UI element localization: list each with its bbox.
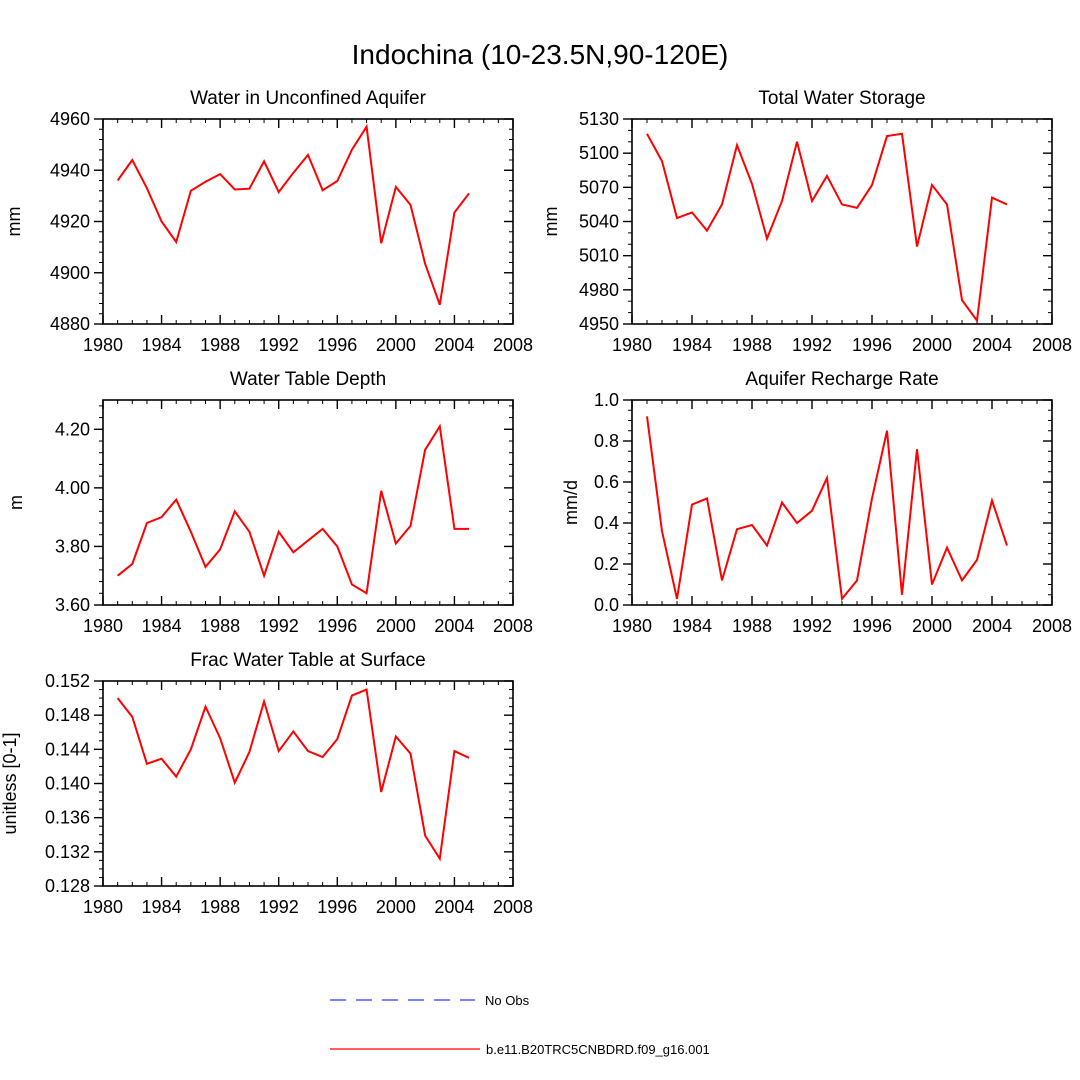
chart-title: Aquifer Recharge Rate xyxy=(745,369,938,390)
figure-title: Indochina (10-23.5N,90-120E) xyxy=(352,39,729,70)
x-tick-label: 1980 xyxy=(83,616,123,636)
series-line xyxy=(646,416,1008,602)
x-tick-label: 1984 xyxy=(142,616,182,636)
y-tick-label: 4.20 xyxy=(55,419,90,439)
y-tick-label: 3.60 xyxy=(55,595,90,615)
x-tick-label: 1992 xyxy=(792,335,832,355)
x-tick-label: 2000 xyxy=(376,616,416,636)
plot-frame xyxy=(102,680,514,887)
x-tick-label: 2008 xyxy=(493,616,533,636)
x-tick-label: 1988 xyxy=(732,616,772,636)
y-tick-label: 4880 xyxy=(50,314,90,334)
x-tick-label: 1996 xyxy=(317,616,357,636)
x-tick-label: 2004 xyxy=(972,616,1012,636)
y-tick-label: 0.136 xyxy=(45,808,90,828)
x-tick-label: 1996 xyxy=(317,897,357,917)
chart-panel-3: Water Table Depth m 1980 1984 1988 1992 1996 20… xyxy=(6,369,533,636)
y-tick-label: 0.8 xyxy=(594,431,619,451)
y-axis-label: mm xyxy=(4,207,24,237)
chart-title: Total Water Storage xyxy=(758,88,925,109)
x-tick-label: 2000 xyxy=(912,616,952,636)
series-line xyxy=(117,423,470,595)
chart-panel-1: Water in Unconfined Aquifer mm 1980 1984 198… xyxy=(4,88,533,355)
y-tick-label: 5130 xyxy=(579,109,619,129)
x-tick-label: 2008 xyxy=(493,335,533,355)
x-tick-label: 1988 xyxy=(200,897,240,917)
y-tick-label: 0.140 xyxy=(45,774,90,794)
x-tick-label: 1992 xyxy=(792,616,832,636)
x-tick-label: 2000 xyxy=(376,335,416,355)
x-tick-label: 2004 xyxy=(434,335,474,355)
y-tick-label: 4960 xyxy=(50,109,90,129)
x-tick-label: 1996 xyxy=(317,335,357,355)
y-tick-label: 0.0 xyxy=(594,595,619,615)
x-tick-label: 1996 xyxy=(852,616,892,636)
y-tick-label: 4900 xyxy=(50,263,90,283)
x-tick-label: 1980 xyxy=(83,335,123,355)
series-line xyxy=(646,132,1008,324)
x-tick-label: 2000 xyxy=(912,335,952,355)
x-tick-label: 1984 xyxy=(142,335,182,355)
plot-frame xyxy=(102,118,514,325)
x-tick-label: 2004 xyxy=(434,897,474,917)
legend-label: No Obs xyxy=(485,993,530,1008)
y-tick-label: 5100 xyxy=(579,143,619,163)
x-tick-label: 1992 xyxy=(259,897,299,917)
legend-label: b.e11.B20TRC5CNBDRD.f09_g16.001 xyxy=(486,1042,710,1057)
x-tick-label: 2004 xyxy=(972,335,1012,355)
chart-panel-4: Aquifer Recharge Rate mm/d 1980 1984 1988 199… xyxy=(561,369,1072,636)
x-tick-label: 1992 xyxy=(259,335,299,355)
x-tick-label: 1988 xyxy=(200,335,240,355)
x-tick-label: 1996 xyxy=(852,335,892,355)
chart-title: Water Table Depth xyxy=(230,369,386,390)
y-tick-label: 0.2 xyxy=(594,554,619,574)
y-tick-label: 3.80 xyxy=(55,536,90,556)
y-tick-label: 0.152 xyxy=(45,671,90,691)
y-tick-label: 0.144 xyxy=(45,739,90,759)
legend-item-no-obs: No Obs xyxy=(330,993,530,1008)
y-tick-label: 0.4 xyxy=(594,513,619,533)
chart-panel-2: Total Water Storage mm 1980 1984 1988 1992 199… xyxy=(541,88,1072,355)
y-axis-label: unitless [0-1] xyxy=(0,732,20,834)
y-tick-label: 0.128 xyxy=(45,876,90,896)
x-tick-label: 2004 xyxy=(434,616,474,636)
y-tick-label: 4920 xyxy=(50,212,90,232)
x-tick-label: 1988 xyxy=(200,616,240,636)
chart-title: Water in Unconfined Aquifer xyxy=(190,88,427,109)
series-line xyxy=(116,688,470,862)
x-tick-label: 1980 xyxy=(83,897,123,917)
y-axis-label: mm xyxy=(541,207,561,237)
y-tick-label: 1.0 xyxy=(594,390,619,410)
y-tick-label: 4940 xyxy=(50,160,90,180)
charts-grid: Water in Unconfined Aquifer mm 1980 1984 198… xyxy=(0,88,1072,917)
chart-panel-5: Frac Water Table at Surface unitless [0-1… xyxy=(0,650,533,917)
y-tick-label: 0.6 xyxy=(594,472,619,492)
x-tick-label: 2008 xyxy=(1032,616,1072,636)
series-line xyxy=(116,123,470,306)
y-tick-label: 5040 xyxy=(579,212,619,232)
x-tick-label: 2008 xyxy=(1032,335,1072,355)
x-tick-label: 1984 xyxy=(672,335,712,355)
y-axis-label: m xyxy=(6,495,26,510)
x-tick-label: 1984 xyxy=(142,897,182,917)
x-tick-label: 1992 xyxy=(259,616,299,636)
y-tick-label: 5070 xyxy=(579,177,619,197)
y-tick-label: 4.00 xyxy=(55,478,90,498)
y-axis-label: mm/d xyxy=(561,480,581,525)
chart-title: Frac Water Table at Surface xyxy=(190,650,426,671)
x-tick-label: 2008 xyxy=(493,897,533,917)
x-tick-label: 1988 xyxy=(732,335,772,355)
legend: No Obs b.e11.B20TRC5CNBDRD.f09_g16.001 xyxy=(330,993,710,1057)
y-tick-label: 0.132 xyxy=(45,842,90,862)
x-tick-label: 1980 xyxy=(612,335,652,355)
legend-item-model: b.e11.B20TRC5CNBDRD.f09_g16.001 xyxy=(330,1042,710,1057)
x-tick-label: 1980 xyxy=(612,616,652,636)
x-tick-label: 1984 xyxy=(672,616,712,636)
y-tick-label: 0.148 xyxy=(45,705,90,725)
x-tick-label: 2000 xyxy=(376,897,416,917)
y-tick-label: 5010 xyxy=(579,246,619,266)
y-tick-label: 4950 xyxy=(579,314,619,334)
y-tick-label: 4980 xyxy=(579,280,619,300)
